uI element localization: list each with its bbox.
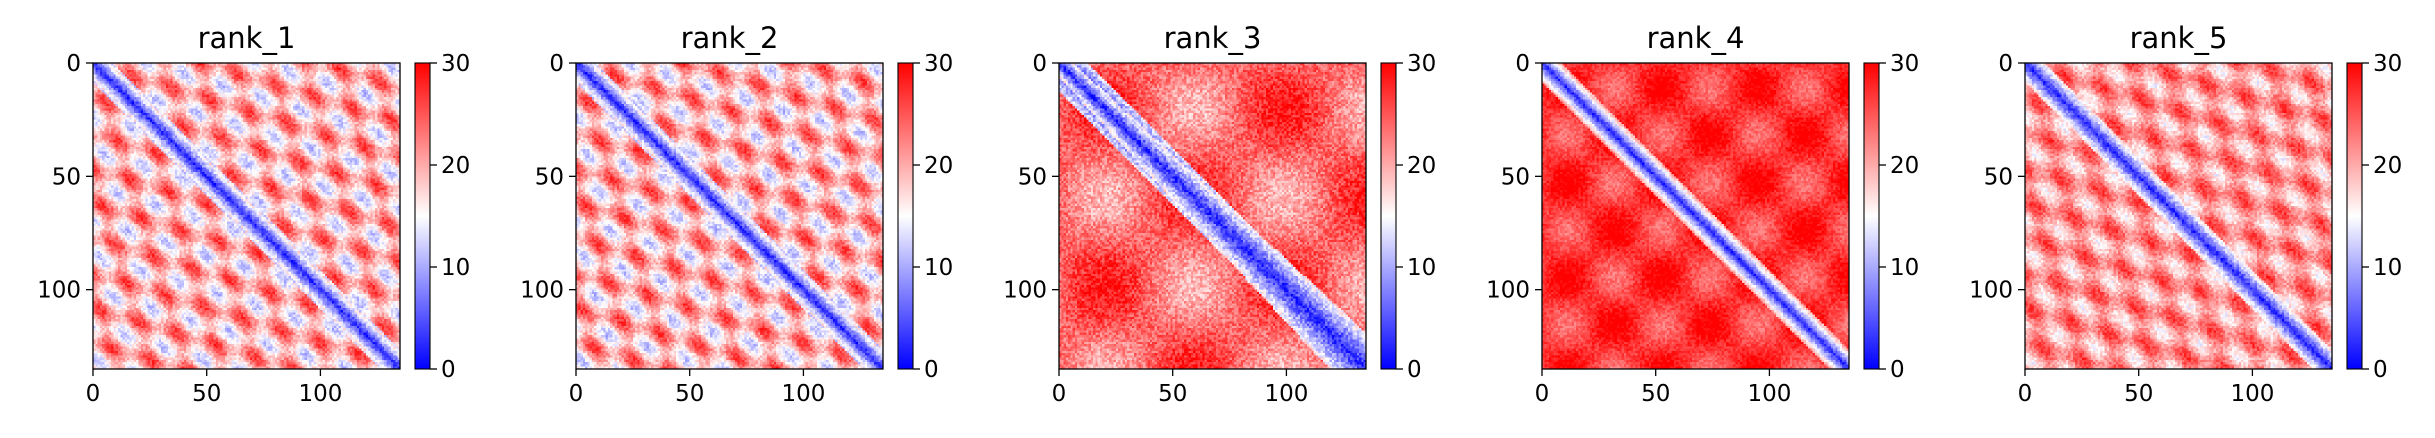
- y-tick-label: 0: [549, 51, 564, 77]
- colorbar-tick-label: 30: [1407, 51, 1436, 77]
- y-tick-label: 100: [1969, 278, 2013, 304]
- heatmap-image: [2025, 63, 2332, 369]
- heatmap-image: [1059, 63, 1366, 369]
- panel-1: rank_1 0 50 100 0 50 100 0 10 20 30: [37, 21, 470, 407]
- colorbar: [2346, 62, 2363, 370]
- x-tick-label: 0: [569, 381, 584, 407]
- x-tick-label: 50: [1641, 381, 1670, 407]
- colorbar-tick-label: 20: [441, 153, 470, 179]
- colorbar: [414, 62, 431, 370]
- colorbar-tick-label: 10: [2373, 255, 2402, 281]
- colorbar-tick-label: 10: [1407, 255, 1436, 281]
- colorbar-tick-label: 30: [924, 51, 953, 77]
- x-tick-label: 50: [192, 381, 221, 407]
- y-tick-label: 100: [520, 278, 564, 304]
- colorbar-tick-label: 0: [441, 357, 456, 383]
- colorbar-tick-label: 10: [1890, 255, 1919, 281]
- y-tick-label: 50: [1984, 164, 2013, 190]
- colorbar: [1380, 62, 1397, 370]
- heatmap-image: [1542, 63, 1849, 369]
- x-tick-label: 100: [1264, 381, 1308, 407]
- x-tick-label: 0: [86, 381, 101, 407]
- colorbar-tick-label: 30: [441, 51, 470, 77]
- x-tick-label: 0: [2018, 381, 2033, 407]
- axes-frame: [92, 62, 401, 370]
- heatmap-image: [576, 63, 883, 369]
- x-tick-label: 0: [1535, 381, 1550, 407]
- panel-title: rank_3: [1164, 21, 1262, 55]
- y-tick-label: 0: [1032, 51, 1047, 77]
- x-tick-label: 100: [298, 381, 342, 407]
- y-tick-label: 0: [1998, 51, 2013, 77]
- panel-5: rank_5 0 50 100 0 50 100 0 10 20 30: [1969, 21, 2402, 407]
- panel-title: rank_2: [681, 21, 779, 55]
- panel-title: rank_5: [2130, 21, 2228, 55]
- y-tick-label: 50: [52, 164, 81, 190]
- panel-2: rank_2 0 50 100 0 50 100 0 10 20 30: [520, 21, 953, 407]
- colorbar-tick-label: 0: [2373, 357, 2388, 383]
- axes-frame: [1541, 62, 1850, 370]
- colorbar-tick-label: 0: [924, 357, 939, 383]
- y-tick-label: 100: [1486, 278, 1530, 304]
- y-tick-label: 0: [1515, 51, 1530, 77]
- colorbar-tick-label: 20: [924, 153, 953, 179]
- y-tick-label: 50: [1501, 164, 1530, 190]
- heatmap-image: [93, 63, 400, 369]
- panel-title: rank_1: [198, 21, 296, 55]
- x-tick-label: 100: [1747, 381, 1791, 407]
- y-tick-label: 100: [37, 278, 81, 304]
- colorbar: [1863, 62, 1880, 370]
- x-tick-label: 50: [1158, 381, 1187, 407]
- axes-frame: [2024, 62, 2333, 370]
- axes-frame: [1058, 62, 1367, 370]
- panel-4: rank_4 0 50 100 0 50 100 0 10 20 30: [1486, 21, 1919, 407]
- panel-title: rank_4: [1647, 21, 1745, 55]
- x-tick-label: 100: [781, 381, 825, 407]
- colorbar-tick-label: 10: [441, 255, 470, 281]
- colorbar-tick-label: 20: [1407, 153, 1436, 179]
- x-tick-label: 0: [1052, 381, 1067, 407]
- y-tick-label: 100: [1003, 278, 1047, 304]
- colorbar: [897, 62, 914, 370]
- colorbar-tick-label: 20: [2373, 153, 2402, 179]
- axes-frame: [575, 62, 884, 370]
- x-tick-label: 50: [2124, 381, 2153, 407]
- colorbar-tick-label: 30: [1890, 51, 1919, 77]
- colorbar-tick-label: 0: [1407, 357, 1422, 383]
- colorbar-tick-label: 10: [924, 255, 953, 281]
- colorbar-tick-label: 0: [1890, 357, 1905, 383]
- panel-3: rank_3 0 50 100 0 50 100 0 10 20 30: [1003, 21, 1436, 407]
- colorbar-tick-label: 20: [1890, 153, 1919, 179]
- x-tick-label: 100: [2230, 381, 2274, 407]
- y-tick-label: 50: [1018, 164, 1047, 190]
- y-tick-label: 0: [66, 51, 81, 77]
- colorbar-tick-label: 30: [2373, 51, 2402, 77]
- x-tick-label: 50: [675, 381, 704, 407]
- y-tick-label: 50: [535, 164, 564, 190]
